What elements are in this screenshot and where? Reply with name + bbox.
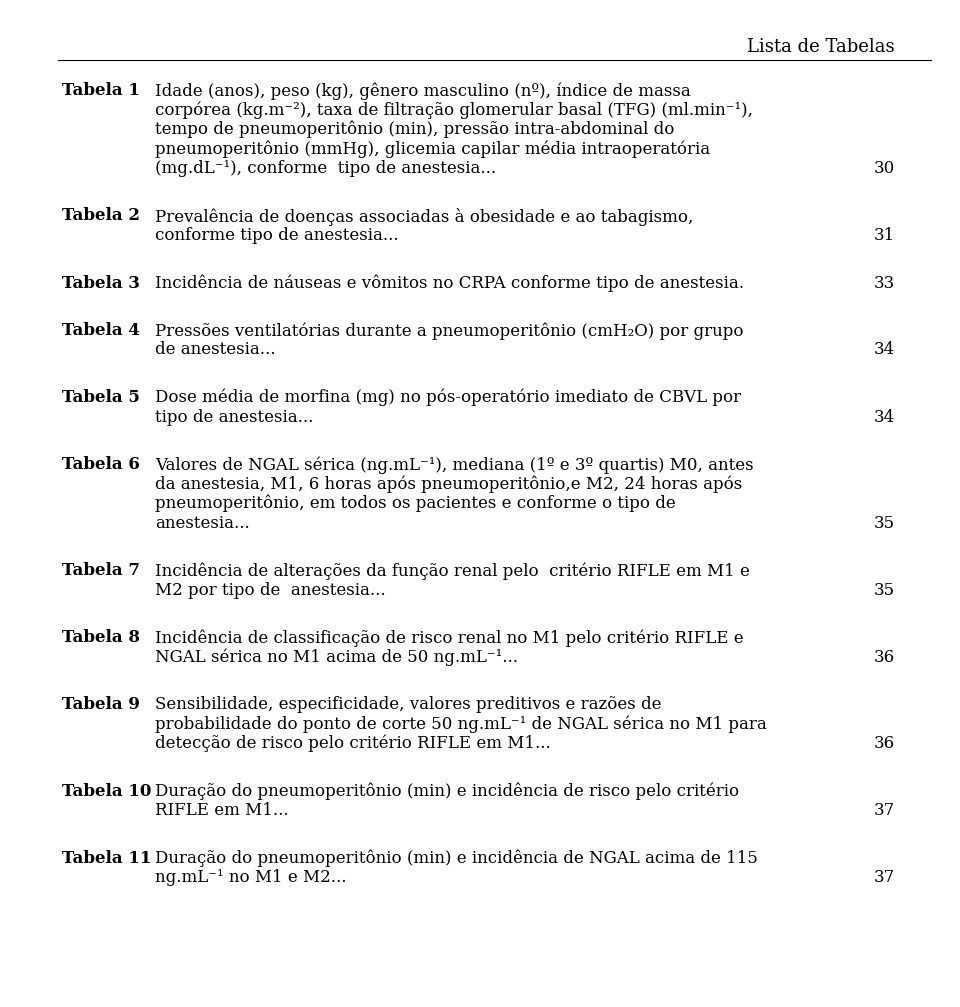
Text: Tabela 8: Tabela 8 [62,629,140,646]
Text: Lista de Tabelas: Lista de Tabelas [748,38,895,56]
Text: de anestesia...: de anestesia... [155,341,276,358]
Text: probabilidade do ponto de corte 50 ng.mL⁻¹ de NGAL sérica no M1 para: probabilidade do ponto de corte 50 ng.mL… [155,716,767,733]
Text: Dose média de morfina (mg) no pós-operatório imediato de CBVL por: Dose média de morfina (mg) no pós-operat… [155,389,741,407]
Text: NGAL sérica no M1 acima de 50 ng.mL⁻¹...: NGAL sérica no M1 acima de 50 ng.mL⁻¹... [155,649,518,666]
Text: 33: 33 [874,275,895,291]
Text: 37: 37 [874,869,895,886]
Text: Tabela 11: Tabela 11 [62,850,152,866]
Text: tipo de anestesia...: tipo de anestesia... [155,409,313,426]
Text: M2 por tipo de  anestesia...: M2 por tipo de anestesia... [155,581,386,598]
Text: pneumoperitônio (mmHg), glicemia capilar média intraoperatória: pneumoperitônio (mmHg), glicemia capilar… [155,141,710,158]
Text: Duração do pneumoperitônio (min) e incidência de NGAL acima de 115: Duração do pneumoperitônio (min) e incid… [155,850,757,867]
Text: Incidência de náuseas e vômitos no CRPA conforme tipo de anestesia.: Incidência de náuseas e vômitos no CRPA … [155,275,744,292]
Text: conforme tipo de anestesia...: conforme tipo de anestesia... [155,227,398,244]
Text: 31: 31 [874,227,895,244]
Text: Tabela 9: Tabela 9 [62,696,140,713]
Text: Tabela 7: Tabela 7 [62,562,140,579]
Text: Valores de NGAL sérica (ng.mL⁻¹), mediana (1º e 3º quartis) M0, antes: Valores de NGAL sérica (ng.mL⁻¹), median… [155,456,754,473]
Text: 34: 34 [874,341,895,358]
Text: (mg.dL⁻¹), conforme  tipo de anestesia...: (mg.dL⁻¹), conforme tipo de anestesia... [155,160,496,177]
Text: Tabela 4: Tabela 4 [62,322,140,339]
Text: ng.mL⁻¹ no M1 e M2...: ng.mL⁻¹ no M1 e M2... [155,869,347,886]
Text: da anestesia, M1, 6 horas após pneumoperitônio,e M2, 24 horas após: da anestesia, M1, 6 horas após pneumoper… [155,475,742,493]
Text: 36: 36 [874,735,895,752]
Text: Incidência de alterações da função renal pelo  critério RIFLE em M1 e: Incidência de alterações da função renal… [155,562,750,579]
Text: Idade (anos), peso (kg), gênero masculino (nº), índice de massa: Idade (anos), peso (kg), gênero masculin… [155,82,691,100]
Text: 36: 36 [874,649,895,666]
Text: 35: 35 [874,515,895,532]
Text: tempo de pneumoperitônio (min), pressão intra-abdominal do: tempo de pneumoperitônio (min), pressão … [155,121,674,139]
Text: Tabela 2: Tabela 2 [62,207,140,225]
Text: Sensibilidade, especificidade, valores preditivos e razões de: Sensibilidade, especificidade, valores p… [155,696,661,713]
Text: 35: 35 [874,581,895,598]
Text: Incidência de classificação de risco renal no M1 pelo critério RIFLE e: Incidência de classificação de risco ren… [155,629,744,646]
Text: anestesia...: anestesia... [155,515,250,532]
Text: Tabela 5: Tabela 5 [62,389,140,406]
Text: detecção de risco pelo critério RIFLE em M1...: detecção de risco pelo critério RIFLE em… [155,735,551,752]
Text: Tabela 6: Tabela 6 [62,456,140,473]
Text: Tabela 1: Tabela 1 [62,82,140,99]
Text: Prevalência de doenças associadas à obesidade e ao tabagismo,: Prevalência de doenças associadas à obes… [155,207,693,226]
Text: 37: 37 [874,802,895,819]
Text: RIFLE em M1...: RIFLE em M1... [155,802,289,819]
Text: Tabela 3: Tabela 3 [62,275,140,291]
Text: Tabela 10: Tabela 10 [62,782,152,800]
Text: 34: 34 [874,409,895,426]
Text: 30: 30 [874,160,895,177]
Text: Pressões ventilatórias durante a pneumoperitônio (cmH₂O) por grupo: Pressões ventilatórias durante a pneumop… [155,322,743,339]
Text: Duração do pneumoperitônio (min) e incidência de risco pelo critério: Duração do pneumoperitônio (min) e incid… [155,782,739,800]
Text: corpórea (kg.m⁻²), taxa de filtração glomerular basal (TFG) (ml.min⁻¹),: corpórea (kg.m⁻²), taxa de filtração glo… [155,102,753,119]
Text: pneumoperitônio, em todos os pacientes e conforme o tipo de: pneumoperitônio, em todos os pacientes e… [155,495,676,513]
